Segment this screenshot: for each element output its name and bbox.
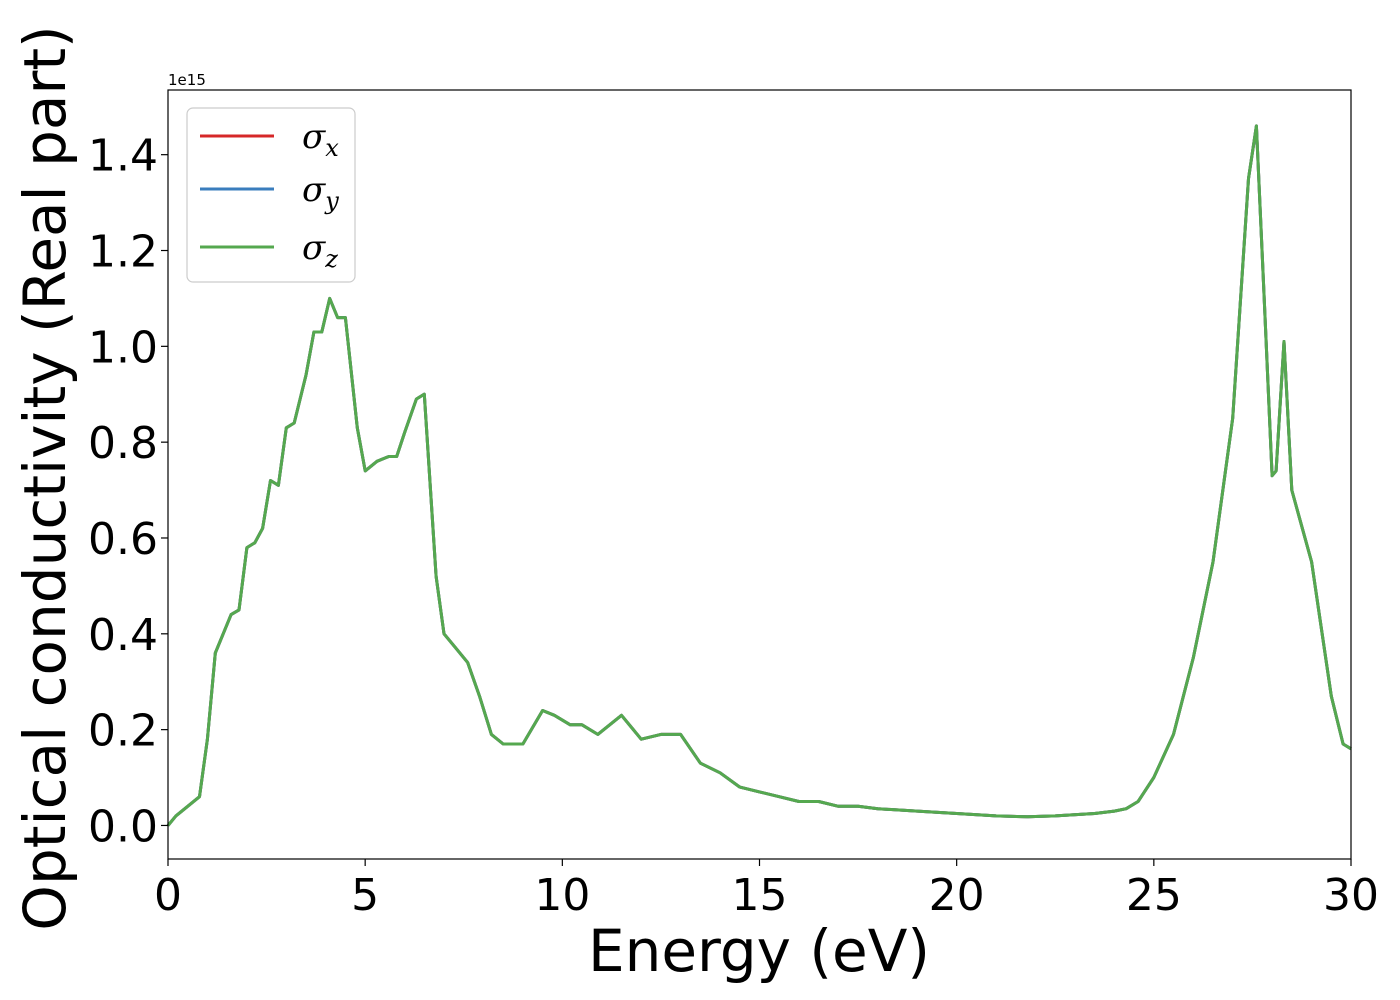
x-tick-label: 15 [732,870,788,921]
legend-label-sigma-x: σx [302,117,339,162]
y-tick-label: 0.6 [88,514,158,565]
x-axis-title: Energy (eV) [588,917,930,985]
x-tick-label: 0 [154,870,182,921]
y-tick-label: 0.2 [88,706,158,757]
y-tick-label: 1.2 [88,227,158,278]
y-offset-label: 1e15 [168,71,206,89]
legend-label-sigma-y: σy [302,170,339,215]
x-tick-label: 20 [929,870,985,921]
y-tick-label: 0.0 [88,801,158,852]
x-tick-label: 5 [351,870,379,921]
legend-label-sigma-z: σz [302,228,338,273]
y-tick-label: 1.0 [88,322,158,373]
x-tick-label: 30 [1323,870,1379,921]
y-tick-label: 0.8 [88,418,158,469]
plot-area [168,90,1351,859]
series-layer [166,124,1352,827]
x-tick-label: 10 [534,870,590,921]
x-axis: 0 5 10 15 20 25 30 [154,859,1379,921]
series-line-sigma-z [166,124,1352,827]
legend: σx σy σz [186,107,356,283]
y-tick-label: 1.4 [88,131,158,182]
legend-box [186,107,356,283]
y-axis-title: Optical conductivity (Real part) [11,25,79,930]
y-axis: 0.0 0.2 0.4 0.6 0.8 1.0 1.2 1.4 [88,131,168,852]
x-tick-label: 25 [1126,870,1182,921]
y-tick-label: 0.4 [88,610,158,661]
